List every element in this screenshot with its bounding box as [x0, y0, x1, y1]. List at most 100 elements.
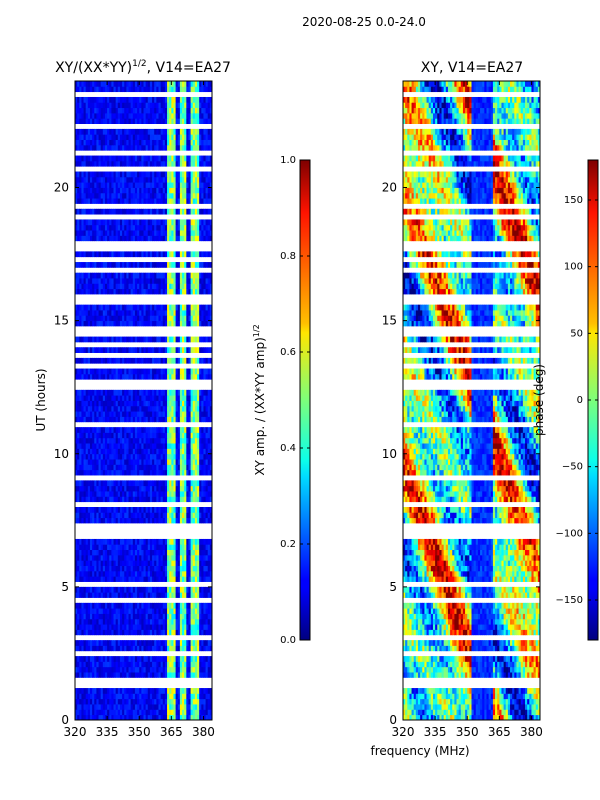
heatmap-cell: [137, 666, 140, 673]
heatmap-cell: [154, 427, 157, 433]
heatmap-cell: [126, 336, 129, 343]
heatmap-cell: [115, 693, 119, 700]
heatmap-cell: [192, 698, 196, 705]
heatmap-cell: [182, 586, 185, 593]
heatmap-cell: [81, 453, 84, 460]
heatmap-cell: [158, 443, 162, 449]
heatmap-cell: [92, 224, 95, 231]
heatmap-cell: [197, 496, 200, 503]
heatmap-cell: [124, 283, 127, 290]
heatmap-cell: [132, 645, 136, 652]
heatmap-cell: [132, 512, 136, 519]
heatmap-cell: [201, 565, 204, 572]
heatmap-cell: [113, 262, 117, 268]
heatmap-cell: [209, 411, 213, 417]
heatmap-cell: [182, 272, 185, 279]
heatmap-cell: [113, 427, 117, 433]
heatmap-cell: [164, 448, 168, 455]
heatmap-cell: [173, 176, 177, 183]
heatmap-cell: [179, 235, 183, 242]
heatmap-cell: [139, 464, 142, 471]
heatmap-cell: [81, 624, 84, 630]
heatmap-cell: [175, 629, 179, 636]
heatmap-cell: [194, 507, 198, 513]
heatmap-cell: [152, 448, 155, 455]
heatmap-cell: [109, 640, 112, 646]
heatmap-cell: [197, 608, 200, 614]
heatmap-cell: [158, 507, 162, 513]
heatmap-cell: [107, 182, 110, 188]
heatmap-cell: [186, 560, 189, 566]
heatmap-cell: [141, 160, 144, 167]
heatmap-cell: [188, 427, 191, 433]
heatmap-cell: [109, 491, 112, 497]
heatmap-cell: [81, 661, 84, 668]
heatmap-cell: [122, 368, 125, 375]
heatmap-cell: [209, 400, 213, 407]
heatmap-cell: [209, 608, 213, 614]
heatmap-cell: [89, 714, 93, 721]
heatmap-cell: [197, 688, 200, 694]
heatmap-cell: [162, 640, 166, 646]
heatmap-cell: [145, 427, 149, 433]
heatmap-cell: [152, 230, 155, 236]
heatmap-cell: [75, 411, 78, 417]
heatmap-cell: [147, 453, 151, 460]
heatmap-cell: [158, 586, 162, 593]
heatmap-cell: [160, 688, 164, 694]
heatmap-cell: [173, 315, 177, 322]
heatmap-cell: [79, 357, 82, 364]
heatmap-cell: [209, 309, 213, 316]
heatmap-cell: [100, 176, 104, 183]
heatmap-cell: [130, 437, 134, 444]
heatmap-cell: [115, 469, 119, 476]
heatmap-cell: [75, 693, 78, 700]
heatmap-cell: [173, 714, 177, 721]
heatmap-cell: [156, 549, 159, 556]
heatmap-cell: [167, 661, 170, 668]
heatmap-cell: [162, 704, 166, 710]
heatmap-cell: [205, 512, 209, 519]
heatmap-cell: [79, 192, 82, 199]
heatmap-cell: [160, 704, 164, 710]
heatmap-cell: [152, 576, 155, 582]
heatmap-cell: [134, 688, 138, 694]
heatmap-cell: [141, 230, 144, 236]
heatmap-cell: [203, 283, 206, 290]
heatmap-cell: [203, 320, 206, 327]
heatmap-cell: [113, 629, 117, 636]
heatmap-cell: [179, 230, 183, 236]
heatmap-cell: [154, 155, 157, 162]
heatmap-cell: [156, 570, 159, 577]
heatmap-cell: [186, 171, 189, 178]
heatmap-cell: [197, 373, 200, 380]
heatmap-cell: [102, 709, 106, 716]
heatmap-cell: [100, 160, 104, 167]
heatmap-cell: [81, 315, 84, 322]
heatmap-cell: [149, 219, 153, 226]
heatmap-cell: [94, 512, 97, 519]
heatmap-cell: [141, 560, 144, 566]
heatmap-cell: [199, 171, 202, 178]
heatmap-cell: [111, 315, 114, 322]
heatmap-cell: [207, 538, 211, 545]
heatmap-cell: [147, 219, 151, 226]
heatmap-cell: [113, 640, 117, 646]
heatmap-cell: [100, 570, 104, 577]
heatmap-cell: [85, 624, 89, 630]
heatmap-cell: [104, 570, 108, 577]
heatmap-cell: [177, 544, 181, 550]
heatmap-cell: [122, 432, 125, 439]
heatmap-cell: [182, 512, 185, 519]
heatmap-cell: [113, 176, 117, 183]
heatmap-cell: [132, 570, 136, 577]
heatmap-cell: [102, 698, 106, 705]
heatmap-cell: [111, 464, 114, 471]
heatmap-cell: [107, 235, 110, 242]
heatmap-cell: [156, 544, 159, 550]
heatmap-cell: [162, 576, 166, 582]
heatmap-cell: [169, 416, 172, 423]
heatmap-cell: [149, 368, 153, 375]
heatmap-cell: [164, 192, 168, 199]
heatmap-cell: [201, 714, 204, 721]
